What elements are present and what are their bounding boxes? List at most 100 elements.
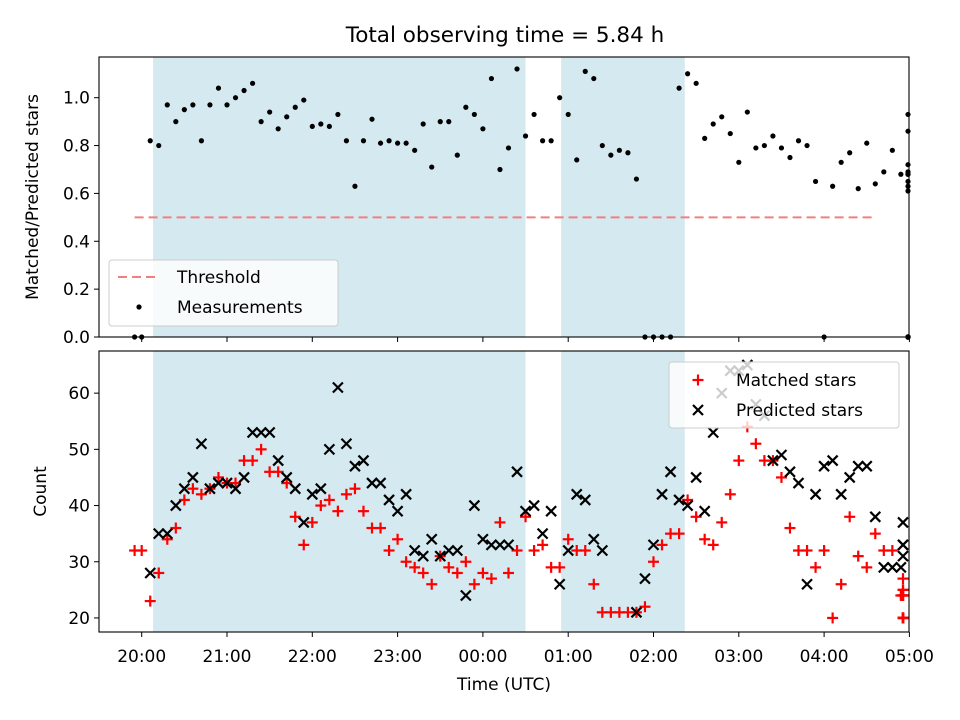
matched-star-point	[281, 477, 293, 489]
plot-frame	[98, 56, 910, 338]
measurement-point	[480, 126, 486, 132]
matched-star-point	[897, 589, 909, 601]
predicted-star-point	[246, 426, 259, 439]
y-tick-label: 0.8	[63, 137, 90, 157]
measurement-point	[258, 119, 264, 125]
matched-star-point	[750, 438, 762, 450]
predicted-star-point	[408, 544, 421, 557]
x-tick-label: 21:00	[203, 647, 252, 667]
measurement-point	[736, 159, 742, 165]
predicted-star-point	[238, 471, 250, 484]
measurement-point	[343, 138, 350, 144]
y-axis-ticks: 0.0 0.2 0.4 0.6 0.8 1.0	[63, 89, 99, 348]
predicted-star-point	[809, 488, 822, 501]
predicted-star-point	[152, 527, 165, 540]
predicted-star-point	[272, 454, 284, 467]
predicted-star-point	[263, 426, 276, 439]
measurement-point	[173, 119, 179, 125]
matched-star-point	[716, 516, 728, 528]
predicted-star-point	[897, 539, 909, 551]
matched-star-point	[784, 522, 796, 534]
matched-star-point	[306, 516, 318, 528]
measurement-point	[905, 162, 911, 168]
predicted-star-point	[767, 454, 779, 467]
measurement-point	[156, 142, 162, 149]
x-tick-label: 00:00	[458, 647, 507, 667]
predicted-star-point	[187, 471, 199, 484]
x-tick-label: 05:00	[885, 647, 934, 667]
predicted-star-point	[690, 471, 702, 484]
count-points	[129, 359, 909, 624]
legend-predicted-label: Predicted stars	[736, 401, 863, 421]
predicted-star-point	[519, 505, 532, 517]
matched-star-point	[426, 578, 438, 590]
measurement-point	[616, 147, 622, 153]
measurement-point	[360, 138, 367, 144]
matched-star-point	[897, 612, 909, 624]
y-tick-label: 20	[68, 609, 90, 629]
measurement-point	[335, 111, 341, 118]
matched-star-point	[528, 545, 540, 557]
matched-star-point	[315, 500, 327, 512]
y-tick-label: 1.0	[63, 89, 90, 109]
matched-star-point	[673, 528, 685, 540]
predicted-star-point	[826, 454, 839, 467]
matched-star-point	[897, 573, 909, 585]
predicted-star-point	[647, 539, 660, 551]
measurement-point	[898, 171, 904, 177]
measurement-point	[147, 138, 153, 144]
measurement-point	[377, 140, 384, 146]
legend-matched-label: Matched stars	[736, 371, 856, 391]
predicted-star-point	[707, 426, 719, 439]
predicted-star-point	[792, 477, 805, 489]
x-axis-ticks	[141, 337, 910, 342]
predicted-star-point	[383, 494, 395, 506]
measurement-point	[318, 121, 324, 127]
measurement-point	[872, 181, 878, 187]
measurement-point	[830, 183, 836, 189]
predicted-star-point	[545, 505, 557, 517]
predicted-star-point	[297, 516, 310, 529]
observing-interval-1	[561, 57, 685, 337]
predicted-star-point	[204, 482, 216, 495]
predicted-star-point	[869, 511, 882, 523]
predicted-star-point	[280, 471, 293, 484]
legend-matched-swatch	[692, 374, 704, 386]
measurement-point	[838, 159, 844, 165]
measurement-point	[369, 116, 375, 122]
legend: Threshold Measurements	[108, 259, 339, 327]
y-tick-label: 50	[68, 440, 90, 460]
predicted-star-point	[195, 437, 208, 450]
matched-star-point	[861, 561, 873, 573]
measurement-point	[565, 111, 571, 118]
predicted-star-point	[897, 516, 909, 529]
matched-star-point	[690, 511, 702, 523]
measurement-point	[753, 145, 759, 151]
measurement-point	[241, 87, 247, 94]
measurement-point	[702, 135, 708, 141]
matched-star-point	[161, 533, 173, 545]
matched-star-point	[460, 556, 472, 568]
matched-star-point	[468, 578, 480, 590]
measurement-point	[249, 80, 256, 86]
measurement-point	[463, 104, 469, 110]
y-tick-label: 0.2	[63, 280, 90, 300]
matched-star-point	[247, 455, 259, 467]
matched-star-point	[383, 545, 395, 557]
measurement-point	[719, 114, 725, 120]
matched-star-point	[775, 471, 787, 483]
matched-star-point	[272, 466, 284, 478]
legend-measurements-swatch	[136, 304, 142, 310]
measurement-point	[787, 154, 793, 161]
matched-star-point	[230, 477, 242, 489]
predicted-star-point	[400, 488, 412, 501]
measurement-point	[301, 97, 307, 103]
measurement-point	[625, 150, 631, 156]
predicted-star-point	[664, 466, 677, 478]
predicted-star-point	[579, 494, 592, 506]
legend-box	[668, 361, 900, 429]
legend-plus-mark	[692, 374, 704, 386]
measurement-point	[727, 130, 733, 137]
predicted-star-point	[451, 544, 464, 557]
